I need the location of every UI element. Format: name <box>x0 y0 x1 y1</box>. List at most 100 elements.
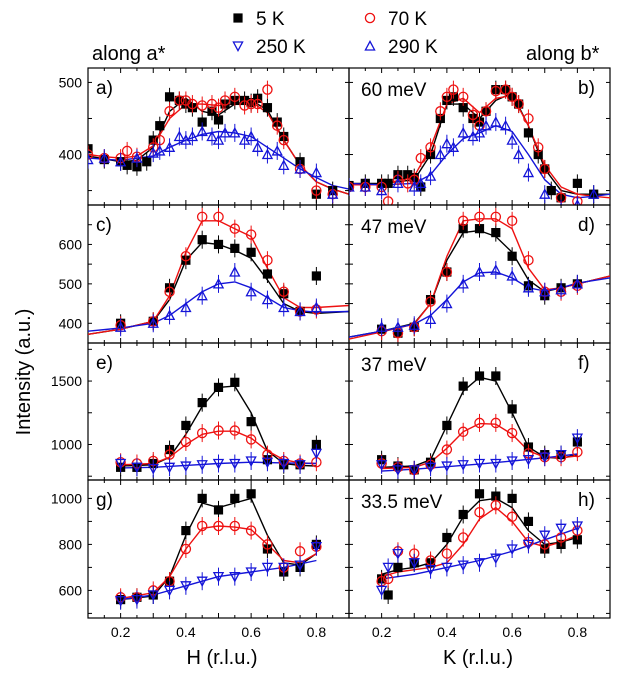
data-point <box>425 142 436 153</box>
data-point <box>262 254 273 266</box>
data-point <box>522 281 535 293</box>
x-tick-label: 0.2 <box>111 624 131 640</box>
legend-label: 250 K <box>256 37 306 58</box>
data-point <box>506 511 518 523</box>
data-point <box>212 134 225 145</box>
data-point <box>473 458 486 470</box>
data-point <box>458 381 468 391</box>
data-point <box>474 506 485 518</box>
panel-f: f) 37 meV <box>348 342 611 481</box>
data-point <box>522 166 535 178</box>
data-point <box>229 458 241 470</box>
data-point <box>375 184 388 196</box>
data-point <box>473 266 486 277</box>
data-point <box>114 321 127 332</box>
data-point <box>262 84 273 95</box>
data-point <box>229 223 241 234</box>
data-point <box>359 180 371 192</box>
x-tick-label: 0.4 <box>176 624 196 640</box>
panel-g: 0.2 0.4 0.6 0.8 600 800 1000 g) <box>51 479 350 640</box>
data-point <box>131 594 143 606</box>
data-point <box>245 285 257 297</box>
data-point <box>155 121 165 131</box>
data-point <box>393 562 403 572</box>
data-point <box>392 177 404 189</box>
data-point <box>522 455 535 466</box>
data-point <box>375 460 388 471</box>
data-point <box>246 489 256 499</box>
data-point <box>588 188 600 199</box>
data-point <box>206 98 218 110</box>
data-point <box>261 293 274 305</box>
data-point <box>213 102 224 113</box>
data-point <box>499 119 512 131</box>
data-point <box>180 581 192 592</box>
data-point <box>474 417 485 429</box>
data-point <box>98 152 110 163</box>
data-point <box>408 558 420 569</box>
data-point <box>230 243 240 253</box>
data-point <box>271 120 283 131</box>
data-point <box>114 155 127 167</box>
data-point <box>310 166 323 178</box>
data-point <box>173 130 186 142</box>
data-point <box>311 271 321 281</box>
data-point <box>448 84 459 95</box>
data-point <box>375 585 388 597</box>
data-point <box>434 148 447 160</box>
y-tick-label: 400 <box>59 147 83 163</box>
data-point <box>163 141 176 152</box>
header-along-a: along a* <box>92 43 166 65</box>
data-point <box>383 590 393 600</box>
fit-line <box>349 229 610 338</box>
data-point <box>467 109 479 121</box>
data-point <box>349 181 355 193</box>
panel-letter: e) <box>96 353 113 374</box>
y-tick-label: 1000 <box>51 490 82 506</box>
data-point <box>212 571 225 583</box>
data-point <box>382 196 394 205</box>
data-point <box>441 266 453 278</box>
data-point <box>415 177 427 189</box>
legend-marker <box>364 40 376 51</box>
data-point <box>441 444 453 455</box>
y-tick-label: 600 <box>59 236 83 252</box>
data-point <box>206 130 218 142</box>
data-point <box>197 235 207 245</box>
data-point <box>457 277 469 289</box>
data-point <box>457 560 469 572</box>
data-point <box>245 130 257 142</box>
y-tick-label: 400 <box>59 315 83 331</box>
data-point <box>278 159 290 170</box>
y-tick-label: 1000 <box>51 436 82 452</box>
panel-e: 1000 1500 e) <box>51 342 350 481</box>
data-point <box>294 305 306 317</box>
legend: 5 K 70 K 250 K 290 K <box>232 9 438 58</box>
data-point <box>229 425 241 436</box>
data-point <box>213 115 224 125</box>
data-point <box>539 163 551 175</box>
data-point <box>532 142 544 153</box>
data-point <box>229 520 241 532</box>
data-point <box>435 106 446 117</box>
data-point <box>500 84 511 95</box>
data-point <box>122 160 132 170</box>
data-point <box>402 178 413 189</box>
data-point <box>187 98 198 110</box>
x-tick-label: 0.6 <box>241 624 261 640</box>
data-point <box>490 264 502 275</box>
data-point <box>213 211 224 223</box>
data-point <box>474 224 485 234</box>
data-point <box>571 521 584 532</box>
data-point <box>441 91 453 103</box>
data-point <box>572 535 582 545</box>
data-point <box>181 526 191 536</box>
data-point <box>245 456 257 467</box>
data-point <box>539 530 551 542</box>
data-point <box>523 113 534 124</box>
y-tick-label: 600 <box>59 582 83 598</box>
data-point <box>424 565 437 576</box>
data-point <box>180 436 192 448</box>
data-point <box>310 542 323 553</box>
data-point <box>180 461 192 473</box>
